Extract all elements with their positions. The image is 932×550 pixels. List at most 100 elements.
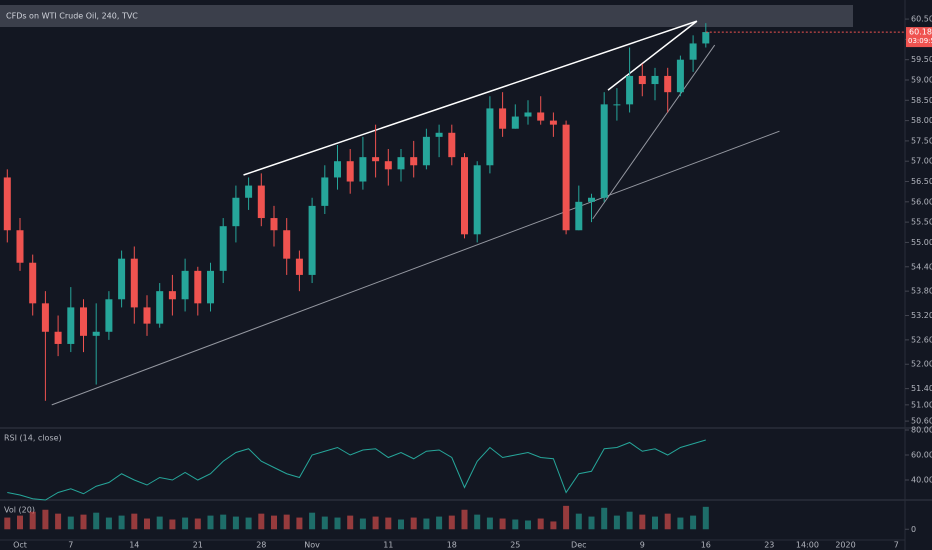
y-tick-label: 58.50 xyxy=(911,96,932,105)
candle-body xyxy=(168,291,176,300)
y-tick-label: 51.00 xyxy=(911,400,932,409)
x-tick-label: 7 xyxy=(894,541,899,550)
candle-body xyxy=(511,116,519,129)
x-tick-label: 2020 xyxy=(835,541,855,550)
volume-bar xyxy=(486,517,493,530)
candle-body xyxy=(334,161,341,178)
trendline xyxy=(51,130,780,406)
volume-bar xyxy=(436,516,443,530)
volume-bar xyxy=(448,515,455,530)
candle-body xyxy=(562,124,570,231)
y-tick-label: 52.00 xyxy=(911,360,932,369)
volume-bar xyxy=(347,515,354,530)
candle-body xyxy=(308,205,316,275)
volume-bar xyxy=(537,518,544,530)
candle-body xyxy=(219,226,227,271)
volume-bar xyxy=(93,512,100,530)
candle-body xyxy=(321,177,329,206)
y-tick-label: 56.00 xyxy=(911,197,932,206)
volume-bar xyxy=(690,515,697,530)
volume-bar xyxy=(131,513,138,530)
volume-bar xyxy=(525,520,531,530)
volume-bar xyxy=(461,509,468,530)
volume-bar xyxy=(42,509,49,530)
y-tick-label: 59.00 xyxy=(911,75,932,84)
y-tick-label: 53.80 xyxy=(911,287,932,296)
volume-bar xyxy=(474,514,481,530)
volume-bar xyxy=(283,514,290,530)
trendline xyxy=(592,44,716,220)
candle-body xyxy=(613,104,621,106)
x-tick-label: 9 xyxy=(640,541,645,550)
x-tick-label: 14 xyxy=(129,541,139,550)
candle-body xyxy=(524,112,532,117)
x-tick-label: 25 xyxy=(510,541,520,550)
y-tick-label: 57.00 xyxy=(911,157,932,166)
volume-bar xyxy=(17,515,23,530)
volume-bar xyxy=(499,518,506,530)
candle-body xyxy=(600,104,608,198)
volume-bar xyxy=(550,521,557,530)
volume-bar xyxy=(296,517,303,530)
rsi-label: RSI (14, close) xyxy=(4,434,62,443)
volume-bar xyxy=(677,517,684,530)
y-tick-label: 56.50 xyxy=(911,177,932,186)
volume-bar xyxy=(245,517,252,530)
volume-bar xyxy=(67,516,74,530)
candle-body xyxy=(283,230,291,259)
y-tick-label: 80.00 xyxy=(911,426,932,435)
y-tick-label: 58.00 xyxy=(911,116,932,125)
candle-body xyxy=(664,75,672,93)
candle-body xyxy=(118,258,126,300)
volume-bar xyxy=(664,513,671,530)
candle-body xyxy=(626,75,634,105)
candle-body xyxy=(245,185,253,198)
chart-title: CFDs on WTI Crude Oil, 240, TVC xyxy=(6,12,138,21)
volume-bar xyxy=(232,516,239,530)
volume-bar xyxy=(639,514,646,530)
candle-body xyxy=(549,120,557,125)
countdown-label: 03:09:50 xyxy=(908,37,932,45)
candle-body xyxy=(384,161,392,170)
y-tick-label: 60.00 xyxy=(911,451,932,460)
rsi-line xyxy=(7,439,706,501)
candle-body xyxy=(270,218,278,231)
volume-bar xyxy=(652,516,658,530)
candle-body xyxy=(410,157,418,166)
volume-bar xyxy=(385,517,392,530)
candle-body xyxy=(257,185,265,219)
volume-bar xyxy=(588,516,595,530)
candle-body xyxy=(473,165,481,235)
volume-bar xyxy=(105,517,112,530)
candle-body xyxy=(448,132,456,158)
volume-bar xyxy=(29,511,36,530)
candle-body xyxy=(397,157,405,170)
candle-body xyxy=(461,157,468,235)
candle-body xyxy=(181,270,189,300)
volume-bar xyxy=(512,519,519,530)
candle-body xyxy=(689,43,697,60)
candle-body xyxy=(67,307,75,344)
x-tick-label: 18 xyxy=(447,541,457,550)
y-tick-label: 50.60 xyxy=(911,417,932,426)
trendline xyxy=(607,20,698,91)
y-tick-label: 51.40 xyxy=(911,384,932,393)
x-tick-label: Dec xyxy=(571,541,586,550)
volume-bar xyxy=(4,517,11,530)
candle-body xyxy=(29,262,37,304)
volume-bar xyxy=(626,511,633,530)
volume-bar xyxy=(423,518,430,530)
volume-bar xyxy=(207,515,214,530)
y-tick-label: 57.50 xyxy=(911,136,932,145)
volume-bar xyxy=(309,512,316,530)
y-tick-label: 53.20 xyxy=(911,311,932,320)
volume-bar xyxy=(194,518,201,530)
volume-bar xyxy=(144,518,150,530)
volume-bar xyxy=(359,518,366,530)
x-tick-label: Nov xyxy=(304,541,320,550)
candle-body xyxy=(588,197,595,202)
y-tick-label: 52.60 xyxy=(911,335,932,344)
candle-body xyxy=(295,258,303,275)
